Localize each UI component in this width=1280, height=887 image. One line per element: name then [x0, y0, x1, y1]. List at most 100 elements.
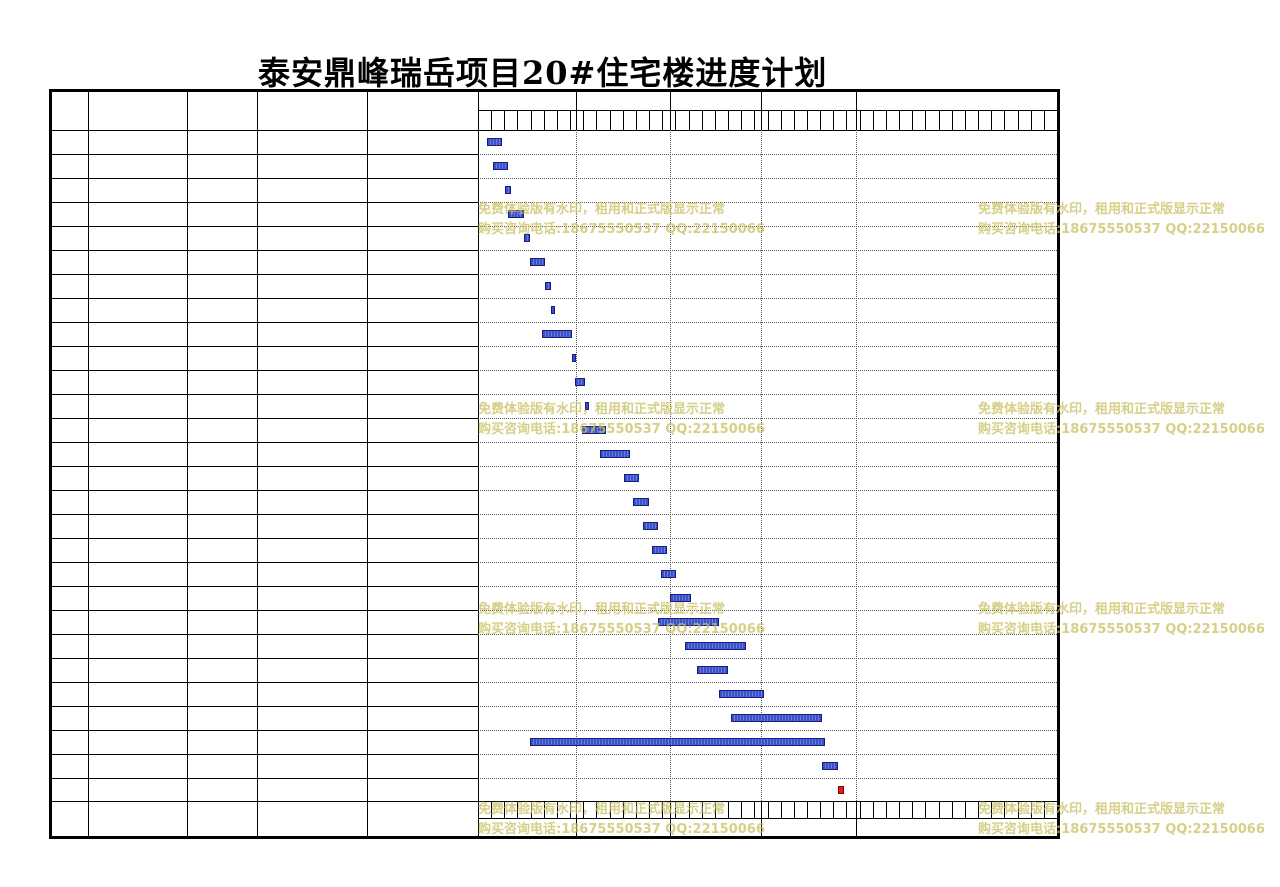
- gantt-frame: [49, 89, 1060, 839]
- row-divider: [52, 418, 478, 419]
- tick-divider: [859, 111, 861, 130]
- tick-divider: [859, 801, 861, 818]
- tick-divider: [583, 801, 585, 818]
- row-guide: [478, 490, 1057, 491]
- tick-divider: [556, 111, 558, 130]
- row-divider: [52, 586, 478, 587]
- row-guide: [478, 778, 1057, 779]
- row-divider: [52, 562, 478, 563]
- task-bar: [487, 138, 503, 146]
- tick-divider: [517, 111, 519, 130]
- tick-divider: [1043, 111, 1045, 130]
- row-guide: [478, 322, 1057, 323]
- tick-divider: [846, 801, 848, 818]
- row-divider: [52, 394, 478, 395]
- task-name: [98, 226, 186, 250]
- column-divider: [88, 92, 89, 836]
- footer-divider: [52, 801, 1057, 802]
- row-divider: [52, 322, 478, 323]
- tick-divider: [964, 111, 966, 130]
- month-guide: [575, 130, 577, 801]
- tick-divider: [754, 801, 756, 818]
- tick-divider: [714, 111, 716, 130]
- task-bar: [529, 738, 826, 746]
- row-divider: [52, 442, 478, 443]
- task-bar: [529, 258, 545, 266]
- tick-divider: [675, 111, 677, 130]
- tick-divider: [767, 111, 769, 130]
- tick-divider: [543, 801, 545, 818]
- task-name: [98, 568, 186, 592]
- row-guide: [478, 730, 1057, 731]
- page-title: 泰安鼎峰瑞岳项目20#住宅楼进度计划: [258, 54, 828, 92]
- column-divider: [187, 92, 188, 836]
- tick-divider: [609, 111, 611, 130]
- month-boundary: [575, 801, 577, 836]
- tick-divider: [951, 111, 953, 130]
- column-divider: [478, 92, 479, 836]
- row-guide: [478, 442, 1057, 443]
- tick-divider: [741, 801, 743, 818]
- task-name: [98, 274, 186, 298]
- tick-divider: [530, 111, 532, 130]
- row-divider: [52, 730, 478, 731]
- task-name: [98, 592, 186, 616]
- row-divider: [52, 298, 478, 299]
- row-guide: [478, 586, 1057, 587]
- task-bar: [551, 306, 556, 314]
- tick-divider: [833, 111, 835, 130]
- row-divider: [52, 682, 478, 683]
- row-guide: [478, 706, 1057, 707]
- row-guide: [478, 538, 1057, 539]
- column-divider: [367, 92, 368, 836]
- task-bar: [685, 642, 747, 650]
- task-bar: [599, 450, 631, 458]
- tick-divider: [1004, 801, 1006, 818]
- row-guide: [478, 226, 1057, 227]
- tick-divider: [964, 801, 966, 818]
- row-divider: [52, 754, 478, 755]
- tick-divider: [899, 111, 901, 130]
- tick-divider: [833, 801, 835, 818]
- task-name: [98, 664, 186, 688]
- row-divider: [52, 778, 478, 779]
- tick-divider: [872, 111, 874, 130]
- row-guide: [478, 562, 1057, 563]
- row-guide: [478, 346, 1057, 347]
- tick-divider: [543, 111, 545, 130]
- task-bar: [624, 474, 640, 482]
- month-boundary: [761, 92, 763, 130]
- task-bar: [505, 186, 512, 194]
- tick-divider: [820, 111, 822, 130]
- task-name: [98, 424, 186, 448]
- month-boundary: [855, 801, 857, 836]
- tick-divider: [754, 111, 756, 130]
- tick-divider: [938, 111, 940, 130]
- row-guide: [478, 754, 1057, 755]
- task-bar: [651, 546, 667, 554]
- tick-divider: [570, 801, 572, 818]
- task-name: [98, 760, 186, 784]
- month-guide: [670, 130, 672, 801]
- month-divider: [478, 818, 1057, 819]
- tick-divider: [517, 801, 519, 818]
- row-divider: [52, 490, 478, 491]
- task-bar: [660, 570, 677, 578]
- tick-divider: [622, 111, 624, 130]
- tick-divider: [714, 801, 716, 818]
- tick-divider: [583, 111, 585, 130]
- task-name: [98, 472, 186, 496]
- tick-divider: [1004, 111, 1006, 130]
- tick-divider: [491, 111, 493, 130]
- task-bar: [642, 522, 658, 530]
- tick-divider: [912, 111, 914, 130]
- row-divider: [52, 250, 478, 251]
- task-name: [98, 520, 186, 544]
- row-divider: [52, 538, 478, 539]
- tick-divider: [649, 111, 651, 130]
- task-bar: [523, 234, 530, 242]
- task-name: [98, 298, 186, 322]
- task-name: [98, 784, 186, 808]
- tick-divider: [938, 801, 940, 818]
- tick-divider: [780, 111, 782, 130]
